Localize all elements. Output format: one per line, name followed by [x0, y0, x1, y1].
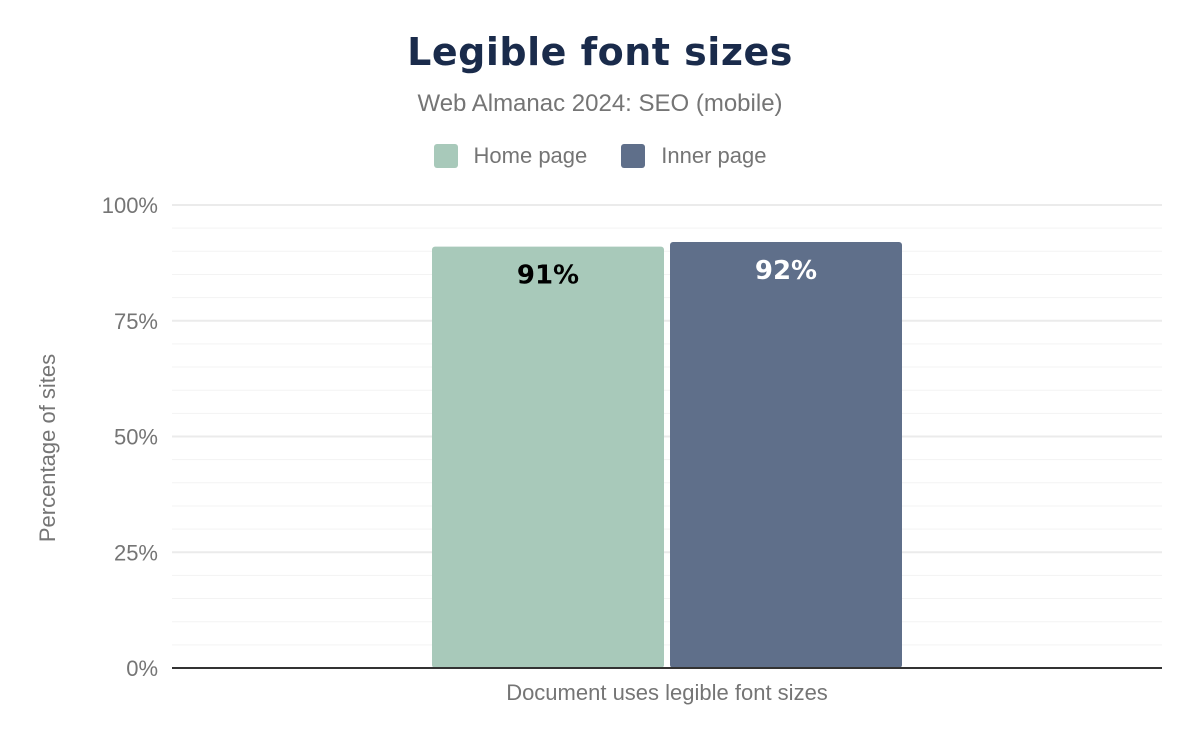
legend-label: Home page — [473, 143, 588, 168]
legend-item-inner-page[interactable]: Inner page — [621, 143, 766, 169]
bar-inner-page — [670, 242, 902, 669]
y-tick-label: 50% — [114, 425, 158, 450]
y-axis-label: Percentage of sites — [35, 354, 60, 542]
x-axis-label: Document uses legible font sizes — [506, 680, 828, 705]
y-tick-label: 0% — [126, 656, 158, 681]
legend-swatch — [621, 144, 646, 168]
chart-subtitle: Web Almanac 2024: SEO (mobile) — [417, 90, 783, 117]
data-label: 91% — [517, 261, 579, 291]
legend: Home page Inner page — [0, 143, 1200, 169]
legend-label: Inner page — [661, 143, 767, 168]
data-label: 92% — [755, 256, 817, 286]
y-tick-label: 75% — [114, 309, 158, 334]
bar-home-page — [432, 246, 664, 669]
y-tick-label: 25% — [114, 540, 158, 565]
legend-swatch — [433, 144, 458, 168]
y-tick-label: 100% — [102, 193, 158, 218]
legend-item-home-page[interactable]: Home page — [433, 143, 588, 169]
chart-title: Legible font sizes — [407, 30, 793, 74]
